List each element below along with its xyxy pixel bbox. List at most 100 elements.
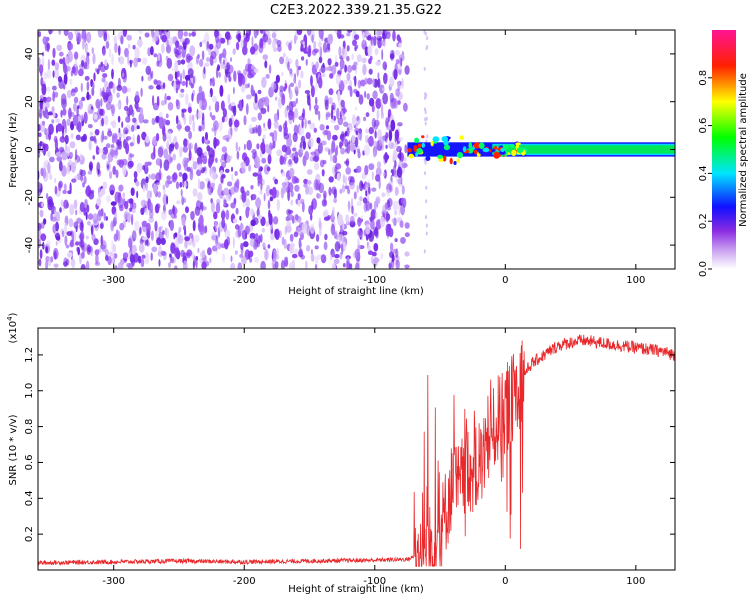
noise-cell [380,98,384,105]
noise-cell [201,119,205,132]
noise-cell [226,137,230,143]
noise-cell [158,116,164,129]
noise-cell [241,190,247,203]
noise-cell [145,65,152,76]
noise-cell [160,237,166,245]
noise-cell [228,117,233,128]
noise-cell [166,136,172,143]
noise-cell [310,249,313,255]
noise-cell [260,260,266,269]
top-x-label: Height of straight line (km) [288,286,424,297]
noise-cell [314,108,319,115]
noise-cell [121,121,124,128]
noise-cell [144,252,150,265]
noise-cell [304,40,308,50]
noise-cell [424,96,426,100]
noise-cell [140,87,143,98]
noise-cell [256,30,259,36]
signal-blob [516,147,524,154]
noise-cell [257,89,262,95]
noise-cell [68,159,73,166]
noise-cell [68,218,74,228]
noise-cell [400,57,403,67]
noise-cell [83,61,88,70]
noise-cell [339,58,345,70]
noise-cell [160,30,165,35]
noise-cell [290,190,294,198]
noise-cell [261,97,266,103]
noise-cell [183,114,187,126]
noise-cell [300,135,306,144]
noise-cell [122,192,126,198]
noise-cell [306,169,313,175]
noise-cell [104,249,109,257]
noise-cell [267,154,272,165]
noise-cell [209,257,212,264]
noise-cell [100,134,104,144]
noise-cell [82,38,85,50]
noise-cell [274,229,278,238]
noise-cell [311,200,314,212]
noise-cell [344,160,349,165]
noise-cell [425,231,428,236]
noise-cell [74,59,78,68]
noise-cell [334,241,341,252]
noise-cell [225,209,230,220]
noise-cell [310,75,313,87]
noise-cell [221,116,225,123]
noise-cell [115,169,119,179]
noise-cell [312,155,319,162]
noise-cell [89,164,93,173]
noise-cell [158,226,162,234]
signal-blob [499,150,506,155]
noise-cell [302,155,307,167]
noise-cell [211,230,217,242]
noise-cell [239,215,242,221]
noise-cell [380,216,386,228]
noise-cell [364,90,367,99]
noise-cell [215,32,219,44]
noise-cell [150,173,157,180]
noise-cell [263,122,266,128]
noise-cell [423,66,426,71]
noise-cell [107,130,113,137]
noise-cell [287,189,290,202]
noise-cell [385,223,391,234]
noise-cell [313,104,319,111]
noise-cell [347,30,353,33]
noise-cell [289,233,294,242]
noise-cell [98,148,104,154]
noise-cell [190,210,195,221]
noise-cell [129,142,134,147]
noise-cell [360,215,363,220]
noise-cell [392,149,398,162]
noise-cell [267,37,272,45]
noise-cell [175,49,182,56]
noise-cell [166,39,169,51]
noise-cell [424,160,427,165]
noise-cell [42,51,45,57]
noise-cell [175,40,180,48]
noise-cell [322,42,328,54]
noise-cell [297,226,303,236]
noise-cell [67,190,72,195]
noise-cell [44,143,49,152]
noise-cell [189,114,192,126]
noise-cell [183,182,188,188]
noise-cell [46,128,49,136]
noise-cell [318,38,321,50]
noise-cell [90,225,94,236]
noise-cell [112,83,116,94]
noise-cell [116,103,121,108]
noise-cell [397,136,404,142]
noise-cell [131,230,137,242]
noise-cell [318,221,323,230]
noise-cell [388,129,393,142]
noise-cell [375,196,381,205]
chart-title: C2E3.2022.339.21.35.G22 [270,3,442,18]
signal-blob [421,142,425,148]
noise-cell [65,66,71,72]
noise-cell [80,264,86,269]
noise-cell [323,241,328,251]
noise-cell [284,107,288,119]
